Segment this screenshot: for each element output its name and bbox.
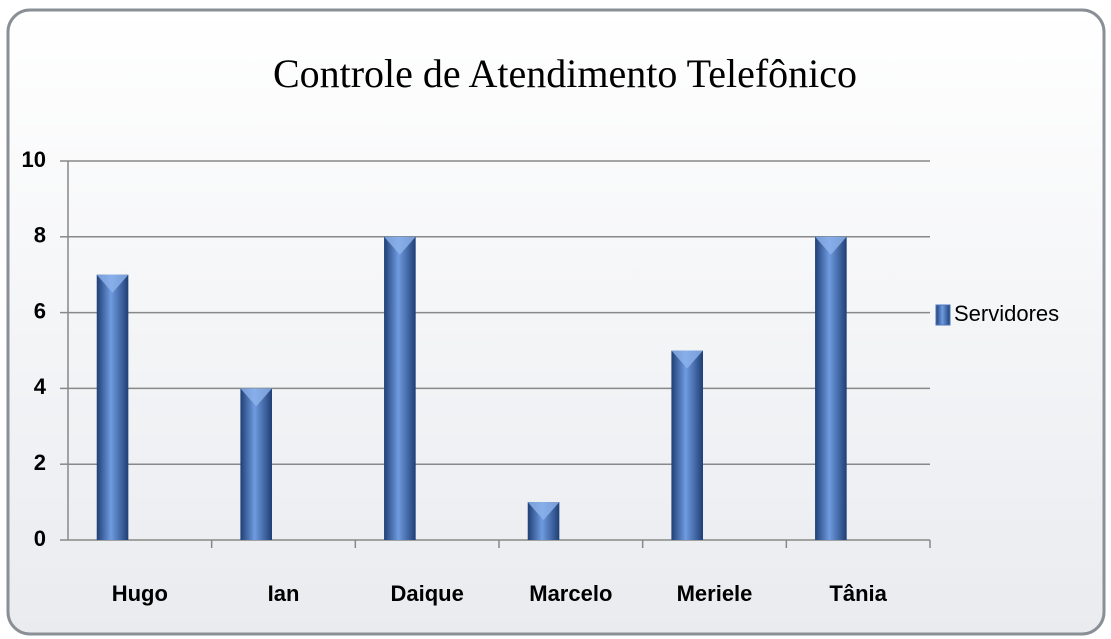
bar — [96, 274, 129, 540]
bar-cap — [815, 236, 847, 255]
bar — [815, 236, 847, 541]
x-tick-label: Ian — [268, 581, 300, 606]
x-tick-label: Marcelo — [529, 581, 612, 606]
x-tick-label: Daique — [390, 581, 463, 606]
bar-cap — [240, 388, 273, 407]
bar-cap — [384, 236, 416, 255]
legend-swatch — [935, 304, 951, 326]
bar-cap — [671, 350, 704, 369]
chart-title: Controle de Atendimento Telefônico — [273, 51, 857, 96]
bar-cap — [527, 502, 560, 521]
y-tick-label: 2 — [34, 450, 46, 475]
y-tick-label: 4 — [34, 374, 47, 399]
y-tick-label: 6 — [34, 298, 46, 323]
bar-cap — [96, 274, 129, 293]
bar — [671, 350, 704, 540]
x-tick-label: Hugo — [112, 581, 168, 606]
y-tick-label: 0 — [34, 526, 46, 551]
y-tick-label: 8 — [34, 223, 46, 248]
bar — [384, 236, 416, 541]
x-tick-label: Meriele — [677, 581, 753, 606]
y-tick-label: 10 — [22, 147, 46, 172]
legend-label: Servidores — [954, 301, 1059, 326]
x-tick-label: Tânia — [829, 581, 887, 606]
bar — [240, 388, 273, 540]
